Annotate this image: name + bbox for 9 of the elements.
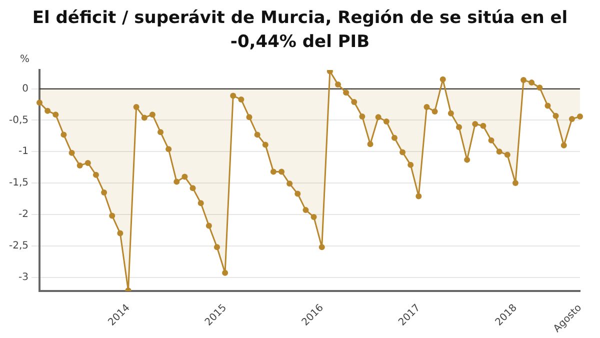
y-tick-label: 0 xyxy=(22,83,29,94)
y-tick-label: -2,5 xyxy=(8,240,29,252)
y-tick-label: -1,5 xyxy=(8,178,29,189)
y-tick-label: -1 xyxy=(18,146,29,158)
y-tick-label: -0,5 xyxy=(8,114,29,126)
y-tick-label: -3 xyxy=(18,272,29,283)
y-axis-title: % xyxy=(20,54,30,65)
y-tick-label: -2 xyxy=(18,209,29,220)
chart-title: El déficit / superávit de Murcia, Región de se sitúa en el -0,44% del PIB xyxy=(31,7,569,52)
